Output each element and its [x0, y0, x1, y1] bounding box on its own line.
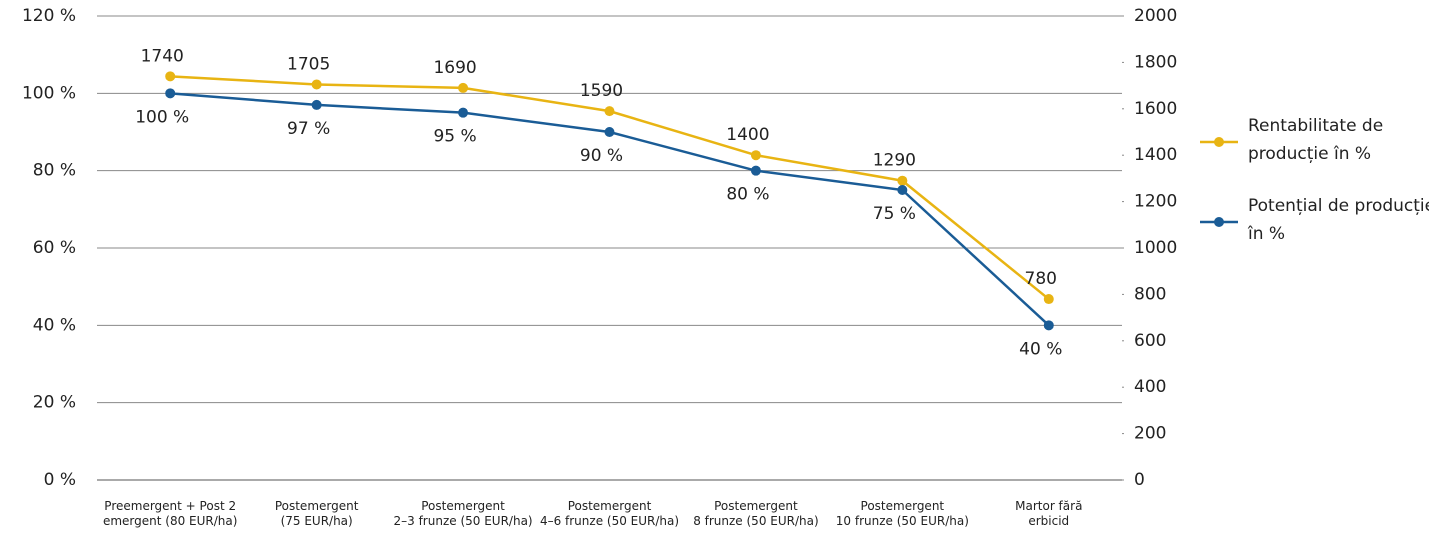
- data-point: [311, 99, 322, 110]
- data-point: [1043, 320, 1054, 331]
- data-point: [750, 150, 761, 161]
- y2-tick-label: 2000: [1134, 6, 1177, 26]
- y2-tick-label: 1400: [1134, 145, 1177, 165]
- y2-tick-label: 200: [1134, 424, 1166, 444]
- x-tick-label: Postemergent 4–6 frunze (50 EUR/ha): [539, 499, 680, 528]
- data-label: 1400: [726, 125, 769, 145]
- y2-tick-label: 1000: [1134, 238, 1177, 258]
- x-tick-label: Martor fără erbicid: [1015, 499, 1083, 528]
- y2-tick-label: 0: [1134, 470, 1145, 490]
- data-label: 75 %: [873, 204, 916, 224]
- y-tick-label: 80 %: [33, 161, 76, 181]
- data-label: 90 %: [580, 146, 623, 166]
- y2-tick-label: 400: [1134, 377, 1166, 397]
- data-label: 97 %: [287, 119, 330, 139]
- data-point: [458, 107, 469, 118]
- data-label: 80 %: [726, 185, 769, 205]
- legend-marker: [1214, 217, 1224, 227]
- y-tick-label: 20 %: [33, 393, 76, 413]
- data-point: [750, 165, 761, 176]
- data-point: [604, 127, 615, 137]
- legend-label: Rentabilitate de producție în %: [1248, 116, 1384, 164]
- y-tick-label: 120 %: [22, 6, 76, 26]
- data-label: 100 %: [135, 107, 189, 127]
- data-label: 40 %: [1019, 339, 1062, 359]
- y2-tick-label: 800: [1134, 284, 1166, 304]
- data-label: 1740: [141, 46, 184, 66]
- data-label: 1590: [580, 81, 623, 101]
- data-point: [458, 82, 469, 93]
- x-tick-label: Postemergent 8 frunze (50 EUR/ha): [693, 499, 819, 528]
- data-label: 1690: [433, 58, 476, 78]
- data-label: 1290: [873, 151, 916, 171]
- x-tick-label: Postemergent 2–3 frunze (50 EUR/ha): [393, 499, 533, 528]
- data-point: [897, 175, 908, 186]
- y-tick-label: 100 %: [22, 83, 76, 103]
- y2-tick-label: 1200: [1134, 192, 1177, 212]
- y2-tick-label: 1800: [1134, 52, 1177, 72]
- x-tick-label: Preemergent + Post 2 emergent (80 EUR/ha…: [102, 499, 238, 528]
- data-label: 780: [1025, 269, 1057, 289]
- legend-label: Potențial de producție în %: [1248, 196, 1429, 244]
- data-label: 1705: [287, 54, 330, 74]
- data-point: [165, 71, 176, 82]
- data-point: [604, 106, 615, 117]
- data-point: [311, 79, 322, 90]
- data-point: [165, 88, 176, 99]
- legend-marker: [1214, 137, 1224, 147]
- data-point: [897, 185, 908, 195]
- y2-tick-label: 1600: [1134, 99, 1177, 119]
- y2-tick-label: 600: [1134, 331, 1166, 351]
- data-label: 95 %: [433, 127, 476, 147]
- y-tick-label: 0 %: [44, 470, 76, 490]
- y-tick-label: 60 %: [33, 238, 76, 258]
- x-tick-label: Postemergent (75 EUR/ha): [274, 499, 359, 528]
- data-point: [1043, 294, 1054, 305]
- x-tick-label: Postemergent 10 frunze (50 EUR/ha): [835, 499, 969, 528]
- y-tick-label: 40 %: [33, 315, 76, 335]
